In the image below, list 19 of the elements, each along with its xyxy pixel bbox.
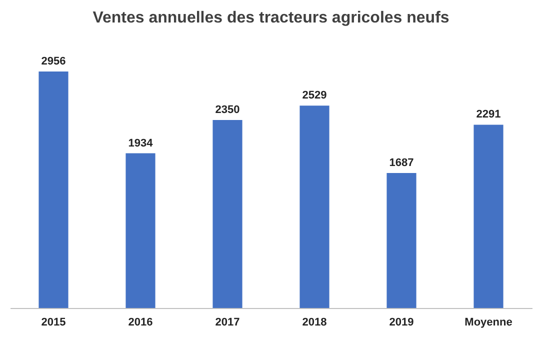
data-label: 2350 [215, 104, 240, 116]
x-tick-label: 2017 [215, 316, 240, 328]
bar [474, 124, 504, 308]
bar [386, 173, 416, 308]
data-label: 2956 [41, 56, 66, 68]
data-label: 2529 [302, 90, 327, 102]
bar [300, 106, 330, 308]
data-label: 1934 [128, 137, 154, 150]
data-label: 2291 [476, 108, 501, 121]
x-tick-label: 2018 [302, 316, 327, 328]
chart-title: Ventes annuelles des tracteurs agricoles neufs [92, 10, 450, 27]
bar [212, 120, 242, 308]
x-tick-label: 2019 [389, 316, 414, 328]
bar [38, 72, 68, 308]
x-tick-label: Moyenne [464, 316, 512, 328]
x-tick-label: 2015 [41, 316, 66, 328]
data-label: 1687 [389, 157, 414, 170]
x-tick-label: 2016 [128, 316, 153, 328]
bar [126, 153, 156, 308]
